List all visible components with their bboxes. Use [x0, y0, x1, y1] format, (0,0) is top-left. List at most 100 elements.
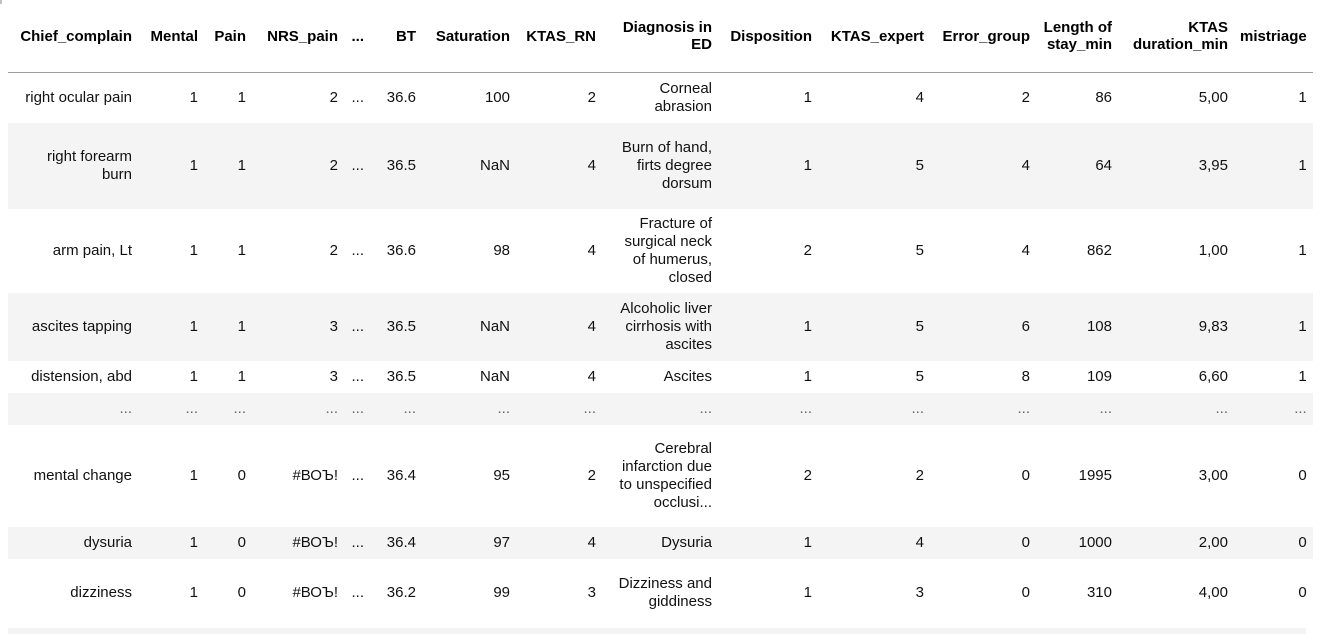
- table-cell: 2: [803, 466, 812, 484]
- table-cell: #ВОЪ!: [292, 466, 338, 484]
- dataframe-table: Chief_complain Mental Pain NRS_pain ... …: [8, 0, 1313, 627]
- table-cell: 1: [138, 292, 204, 361]
- output-corner-mark: [0, 0, 2, 4]
- table-row: distension, abd 1 1 3 ... 36.5 NaN 4 Asc…: [8, 361, 1313, 393]
- table-cell: 2: [587, 88, 596, 106]
- table-cell: 99: [493, 583, 510, 601]
- table-cell: ...: [138, 392, 204, 425]
- table-cell: ...: [930, 392, 1036, 425]
- table-cell: ...: [351, 583, 364, 601]
- table-cell: 1: [138, 526, 204, 559]
- table-cell: NaN: [422, 292, 516, 361]
- table-cell: ascites tapping: [8, 292, 138, 361]
- table-cell: 1: [803, 367, 812, 385]
- table-cell: 2: [1021, 88, 1030, 106]
- table-cell: dysuria: [8, 526, 138, 559]
- table-cell: 862: [1086, 241, 1112, 259]
- table-cell: 1: [138, 122, 204, 209]
- table-cell: 2: [915, 466, 924, 484]
- table-cell: dizziness: [70, 583, 132, 601]
- table-cell: 9,83: [1118, 292, 1234, 361]
- table-cell: 108: [1036, 292, 1118, 361]
- table-cell: 98: [493, 241, 510, 259]
- table-cell: right forearm burn: [8, 122, 138, 209]
- table-cell: #ВОЪ!: [292, 583, 338, 601]
- table-cell: 5: [818, 292, 930, 361]
- table-cell: 109: [1086, 367, 1112, 385]
- table-cell: 0: [1021, 583, 1030, 601]
- table-cell: 2,00: [1118, 526, 1234, 559]
- column-header: Length of stay_min: [1036, 0, 1118, 73]
- table-cell: Fracture of surgical neck of humerus, cl…: [624, 214, 712, 286]
- table-cell: 36.6: [386, 88, 416, 106]
- table-cell: 1: [1234, 292, 1313, 361]
- table-cell: 2: [329, 88, 338, 106]
- table-cell: 0: [1234, 526, 1313, 559]
- table-cell: 8: [1021, 367, 1030, 385]
- table-cell: ...: [718, 392, 818, 425]
- table-cell: ...: [1234, 392, 1313, 425]
- table-cell: 2: [252, 122, 344, 209]
- column-header: KTAS_RN: [516, 0, 602, 73]
- column-header: ...: [344, 0, 370, 73]
- table-cell: 1: [803, 88, 812, 106]
- table-cell: ...: [204, 392, 252, 425]
- table-cell: 2: [803, 241, 812, 259]
- table-row: mental change 1 0 #ВОЪ! ... 36.4 95 2 Ce…: [8, 425, 1313, 527]
- table-cell: 1: [718, 526, 818, 559]
- table-cell: arm pain, Lt: [52, 241, 132, 259]
- table-cell: ...: [516, 392, 602, 425]
- table-cell: Corneal abrasion: [654, 79, 712, 115]
- table-cell: right ocular pain: [25, 88, 132, 106]
- table-cell: ...: [8, 392, 138, 425]
- table-cell: 1: [1234, 122, 1313, 209]
- table-cell: 4: [818, 526, 930, 559]
- column-header: Mental: [138, 0, 204, 73]
- table-cell: 1: [204, 292, 252, 361]
- column-header: mistriage: [1234, 0, 1313, 73]
- column-header: KTAS_expert: [818, 0, 930, 73]
- table-cell: 1000: [1036, 526, 1118, 559]
- table-cell: #ВОЪ!: [252, 526, 344, 559]
- table-cell: 1: [189, 88, 198, 106]
- table-cell: 36.5: [386, 367, 416, 385]
- table-cell: 1: [237, 241, 246, 259]
- table-cell: 1: [204, 122, 252, 209]
- table-cell: 36.6: [386, 241, 416, 259]
- table-cell: 95: [493, 466, 510, 484]
- table-cell: 1: [189, 241, 198, 259]
- table-cell: 1: [189, 466, 198, 484]
- table-row: dizziness 1 0 #ВОЪ! ... 36.2 99 3 Dizzin…: [8, 559, 1313, 627]
- table-cell: 0: [237, 466, 246, 484]
- table-row: dysuria 1 0 #ВОЪ! ... 36.4 97 4 Dysuria …: [8, 526, 1313, 559]
- table-cell: 36.5: [370, 122, 422, 209]
- table-cell: 36.2: [386, 583, 416, 601]
- table-cell: 3: [587, 583, 596, 601]
- column-header: Error_group: [930, 0, 1036, 73]
- table-cell: 5: [915, 241, 924, 259]
- table-cell: ...: [344, 392, 370, 425]
- table-cell: 1: [718, 122, 818, 209]
- table-cell: 6: [930, 292, 1036, 361]
- table-cell: 0: [1298, 583, 1307, 601]
- table-cell: 3,95: [1118, 122, 1234, 209]
- table-cell: 4: [516, 292, 602, 361]
- table-cell: ...: [818, 392, 930, 425]
- column-header: Pain: [204, 0, 252, 73]
- table-cell: NaN: [479, 367, 510, 385]
- table-cell: 3: [915, 583, 924, 601]
- table-cell: Alcoholic liver cirrhosis with ascites: [602, 292, 718, 361]
- column-header: Diagnosis in ED: [602, 0, 718, 73]
- table-cell: ...: [344, 526, 370, 559]
- table-cell: 36.4: [386, 466, 416, 484]
- table-cell: 86: [1095, 88, 1112, 106]
- table-cell: 4: [1021, 241, 1030, 259]
- table-cell: 1: [1298, 367, 1307, 385]
- table-cell: 4,00: [1198, 583, 1228, 601]
- table-cell: ...: [1036, 392, 1118, 425]
- table-cell: ...: [351, 241, 364, 259]
- table-cell: ...: [370, 392, 422, 425]
- table-cell: 1,00: [1198, 241, 1228, 259]
- table-cell: 36.5: [370, 292, 422, 361]
